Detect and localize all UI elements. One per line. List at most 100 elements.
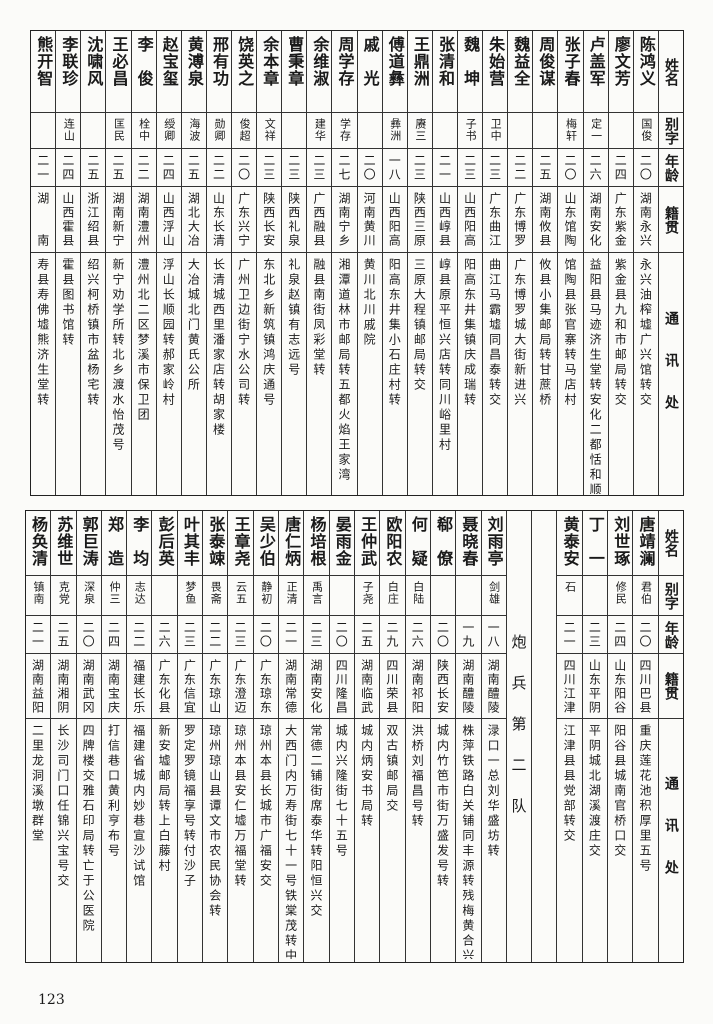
person-alias: 石	[563, 581, 577, 593]
cell-alias	[608, 113, 633, 149]
cell-name: 晏雨金	[329, 511, 354, 576]
cell-name: 叶其丰	[177, 511, 203, 576]
person-age: 二四	[60, 154, 75, 182]
cell-age: 二五	[106, 149, 131, 187]
header-label-address: 通讯处	[662, 776, 679, 902]
person-address: 城内炳安书局转	[359, 724, 374, 829]
person-age: 二九	[384, 621, 399, 649]
cell-hometown: 四川江津	[557, 654, 582, 719]
cell-hometown: 浙江绍县	[81, 187, 106, 253]
person-alias: 国俊	[639, 118, 653, 142]
cell-name: 黄泰安	[557, 511, 582, 576]
person-name: 黄泰安	[560, 516, 580, 567]
cell-name: 朱始营	[483, 31, 508, 113]
person-column: 郭巨涛 深泉 二〇 湖南武冈 四牌楼交雅石印局转亡于公医院	[75, 511, 101, 962]
person-hometown: 福建长乐 全峰李	[131, 659, 146, 719]
person-hometown: 湖北大冶	[186, 192, 201, 248]
person-column: 戚 光二〇 河南黄川 黄川北川戚院	[356, 31, 382, 495]
cell-name: 唐靖澜	[633, 511, 658, 576]
person-column: 晏雨金 二〇 四川隆昌 城内兴隆街七十五号	[328, 511, 354, 962]
person-alias: 修民	[614, 581, 628, 605]
cell-age: 二〇	[253, 616, 278, 654]
header-label-age: 年龄	[662, 620, 679, 649]
person-column: 黄泰安石二一 四川江津 江津县县党部转交	[556, 511, 582, 962]
person-name: 聂晓春	[459, 516, 479, 567]
cell-age: 二三	[582, 616, 608, 654]
person-hometown: 河南黄川	[362, 192, 377, 248]
person-hometown: 广东紫金	[613, 192, 628, 248]
cell-address: 阳高东井集小石庄村转	[383, 253, 407, 494]
cell-alias: 绶卿	[156, 113, 181, 149]
person-column: 欧阳农 白庄 二九 四川荣县 双古镇邮局交	[379, 511, 405, 962]
cell-age: 二一	[25, 616, 51, 654]
person-name: 余维淑	[310, 36, 330, 87]
cell-name: 吴少伯	[253, 511, 278, 576]
person-name: 黄溥泉	[184, 36, 204, 87]
person-alias: 学存	[338, 118, 352, 142]
person-address: 渌口一总刘华盛坊转	[486, 724, 501, 859]
cell-name: 戚 光	[357, 31, 382, 113]
cell-name: 赵宝玺	[156, 31, 181, 113]
person-name: 李 俊	[134, 36, 154, 87]
header-label-alias: 别字	[662, 581, 679, 610]
person-column: 朱始营 卫中 二三 广东曲江 曲江马霸墟同昌泰转交	[482, 31, 508, 495]
cell-name: 熊开智	[31, 31, 56, 113]
roster-table-bottom: 姓名 别字 年龄 籍贯 通讯处 唐靖澜 君伯 二〇 四川巴县 重庆莲花池积厚里五号 刘世琢 修民 二四山…	[25, 510, 684, 963]
cell-name: 王仲武	[354, 511, 380, 576]
person-age: 二三	[487, 154, 502, 182]
person-address: 二里龙洞溪墩群堂	[30, 724, 45, 844]
cell-alias: 彝洲	[382, 113, 407, 149]
cell-address: 四牌楼交雅石印局转亡于公医院	[77, 719, 101, 959]
person-alias: 卫中	[489, 118, 503, 142]
cell-name: 周俊谋	[533, 31, 558, 113]
person-age: 二三	[412, 154, 427, 182]
person-name: 杨培根	[307, 516, 327, 567]
cell-age: 二二	[206, 149, 232, 187]
person-column: 李 俊栓中 二二 湖南澧州 澧州北二区梦溪市保卫团	[130, 31, 156, 495]
cell-address: 三原大程镇邮局转交	[408, 253, 432, 494]
person-column: 张清和 二一 山西崞县 崞县原平恒兴店转同川峪里村	[431, 31, 458, 495]
person-hometown: 山西阳高	[387, 192, 402, 248]
person-name: 杨奂清	[29, 516, 49, 567]
person-age: 二五	[537, 154, 552, 182]
cell-alias	[357, 113, 382, 149]
cell-alias: 克党	[51, 576, 76, 616]
person-age: 二七	[337, 154, 352, 182]
cell-alias: 深泉	[76, 576, 101, 616]
person-column: 杨奂清 镇南 二一 湖南益阳 二里龙洞溪墩群堂	[25, 511, 51, 962]
cell-address: 大西门内万寿街七十一号铁棠茂转中兴桥交	[279, 719, 303, 959]
person-hometown: 广东化县	[157, 659, 172, 715]
person-age: 二〇	[334, 621, 349, 649]
person-column: 杨培根 禹言 二三 湖南安化 常德二铺街席泰华转阳恒兴交	[303, 511, 329, 962]
person-name: 何 疑	[408, 516, 428, 567]
cell-address: 琼州本县长城市广福安交	[254, 719, 278, 959]
person-age: 二三	[261, 154, 276, 182]
cell-address: 重庆莲花池积厚里五号	[633, 719, 657, 959]
cell-alias: 正清	[279, 576, 304, 616]
cell-address: 大冶城北门黄氏公所	[182, 253, 206, 494]
person-column: 周俊谋 二五 湖南攸县 攸县小集邮局转甘蔗桥	[532, 31, 558, 495]
cell-age: 二四	[156, 149, 181, 187]
cell-age: 二三	[257, 149, 282, 187]
cell-hometown: 山西崞县	[432, 187, 458, 253]
cell-age: 二五	[51, 616, 76, 654]
cell-address: 平阴城北湖溪渡庄交	[583, 719, 607, 959]
person-hometown: 湖南益阳	[30, 659, 45, 715]
cell-name: 廖文芳	[608, 31, 633, 113]
person-hometown: 广东信宜	[182, 659, 197, 715]
person-hometown: 广东琼东	[258, 659, 273, 715]
person-address: 大冶城北门黄氏公所	[186, 258, 201, 393]
cell-address: 湘潭道林市邮局转五都火焰王家湾	[332, 253, 356, 494]
person-address: 寿县寿佛墟熊济生堂转	[35, 258, 50, 408]
cell-alias	[432, 113, 458, 149]
person-hometown: 山西霍县	[60, 192, 75, 248]
cell-name: 邢有功	[206, 31, 232, 113]
person-address: 城内竹笆市街万盛发号转	[435, 724, 450, 889]
cell-alias	[152, 576, 177, 616]
person-address: 双古镇邮局交	[384, 724, 399, 814]
cell-hometown: 湖南宝庆	[101, 654, 127, 719]
person-address: 琼州本县安仁墟万福堂转	[233, 724, 248, 889]
person-alias: 连山	[62, 118, 76, 142]
section-title-column: 炮兵第二队	[505, 511, 531, 962]
cell-address: 广东博罗城大街新进兴	[508, 253, 532, 494]
